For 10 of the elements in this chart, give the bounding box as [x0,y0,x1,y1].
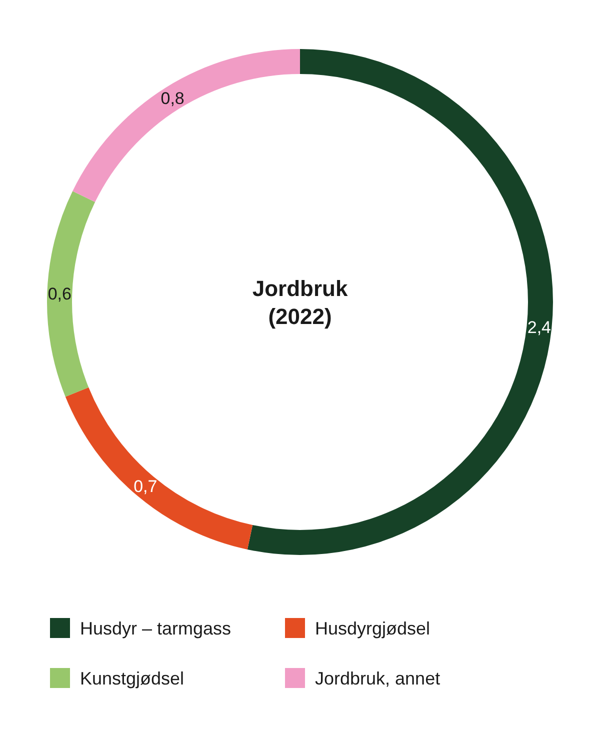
legend-label: Kunstgjødsel [80,668,184,688]
text: Jordbruk [252,276,348,301]
legend-label: Husdyr – tarmgass [80,618,232,638]
legend-label: Husdyrgjødsel [315,618,430,638]
data-label: 0,8 [160,88,184,108]
data-label: 0,6 [48,284,72,304]
legend-label: Jordbruk, annet [315,668,440,688]
data-label: 2,4 [527,318,552,338]
text: (2022) [268,304,332,329]
data-label: 0,7 [134,477,158,496]
